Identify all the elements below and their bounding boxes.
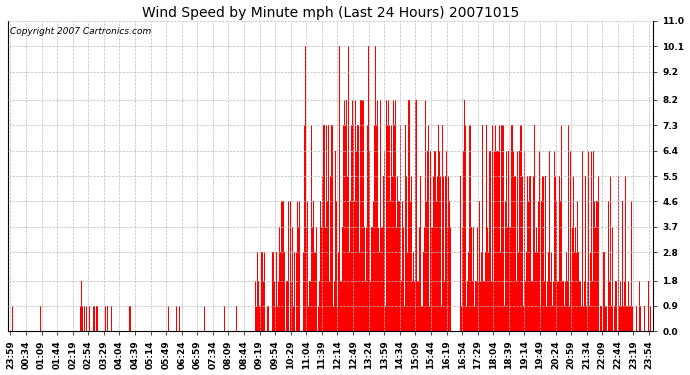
Text: Copyright 2007 Cartronics.com: Copyright 2007 Cartronics.com	[10, 27, 150, 36]
Title: Wind Speed by Minute mph (Last 24 Hours) 20071015: Wind Speed by Minute mph (Last 24 Hours)…	[142, 6, 520, 20]
